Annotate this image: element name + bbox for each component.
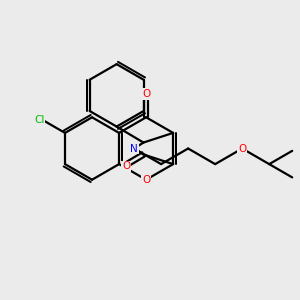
- Text: N: N: [130, 143, 138, 154]
- Text: O: O: [238, 143, 246, 154]
- Text: Cl: Cl: [34, 115, 44, 124]
- Text: O: O: [142, 175, 150, 185]
- Text: O: O: [122, 161, 130, 171]
- Text: O: O: [142, 89, 150, 99]
